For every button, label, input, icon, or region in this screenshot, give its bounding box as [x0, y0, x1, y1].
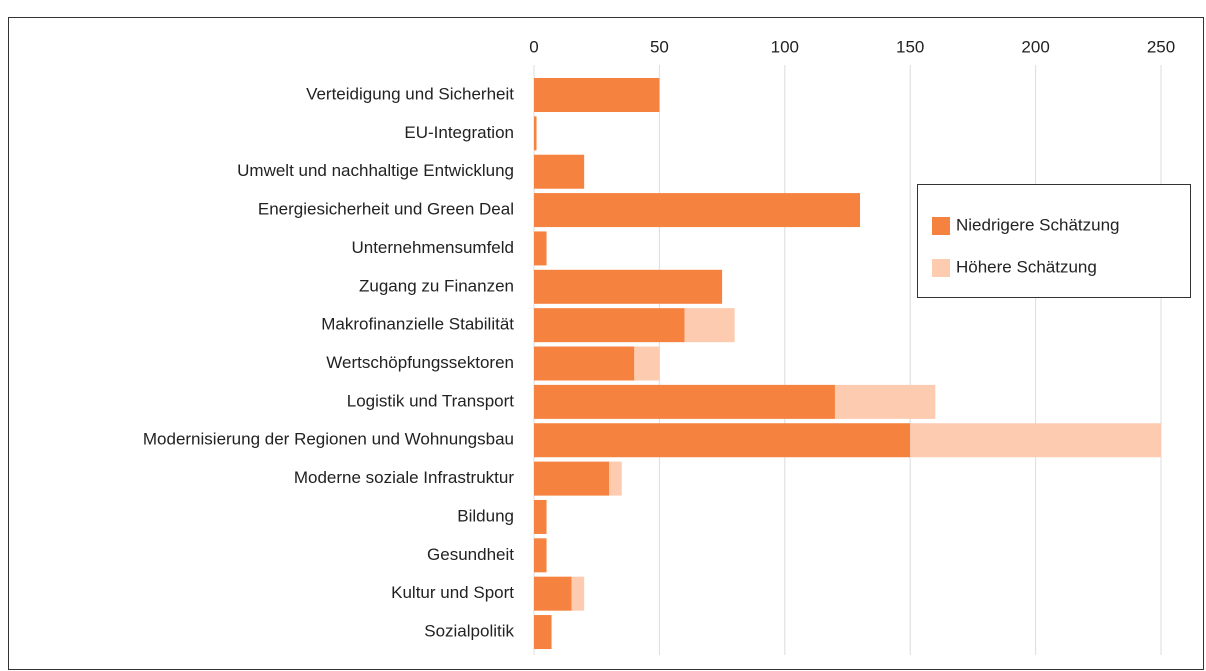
- legend-box: [917, 184, 1191, 298]
- legend-label: Niedrigere Schätzung: [956, 215, 1119, 234]
- bar: [534, 78, 660, 112]
- y-tick-label: Verteidigung und Sicherheit: [306, 84, 514, 103]
- bar: [534, 538, 547, 573]
- legend-swatch: [932, 217, 950, 235]
- bar: [534, 116, 537, 151]
- bar: [534, 231, 547, 266]
- y-tick-label: Sozialpolitik: [424, 622, 514, 641]
- y-tick-label: Kultur und Sport: [391, 583, 514, 602]
- y-tick-label: Wertschöpfungssektoren: [326, 353, 514, 372]
- y-tick-label: Unternehmensumfeld: [351, 238, 514, 257]
- y-tick-label: EU-Integration: [404, 123, 514, 142]
- y-tick-label: Logistik und Transport: [347, 391, 515, 410]
- y-tick-label: Moderne soziale Infrastruktur: [294, 468, 514, 487]
- y-tick-label: Makrofinanzielle Stabilität: [321, 315, 514, 334]
- bar: [534, 346, 635, 381]
- legend-swatch: [932, 259, 950, 277]
- y-tick-label: Zugang zu Finanzen: [359, 276, 514, 295]
- y-tick-label: Umwelt und nachhaltige Entwicklung: [237, 161, 514, 180]
- x-tick-label: 250: [1147, 37, 1175, 56]
- bar: [609, 461, 622, 496]
- x-tick-label: 0: [529, 37, 538, 56]
- x-tick-label: 100: [771, 37, 799, 56]
- bar: [534, 576, 572, 611]
- bar: [684, 308, 735, 343]
- bar: [910, 423, 1161, 458]
- bar: [571, 576, 585, 611]
- legend-label: Höhere Schätzung: [956, 257, 1097, 276]
- bar: [834, 384, 936, 419]
- bar: [534, 269, 723, 304]
- bar: [534, 499, 547, 534]
- x-tick-label: 150: [896, 37, 924, 56]
- bar: [534, 423, 911, 458]
- y-tick-label: Gesundheit: [427, 545, 514, 564]
- x-tick-label: 200: [1021, 37, 1049, 56]
- bar: [534, 615, 552, 650]
- bar: [534, 384, 835, 419]
- x-tick-label: 50: [650, 37, 669, 56]
- bar: [634, 346, 660, 381]
- bar: [534, 308, 685, 343]
- frame: [8, 17, 1204, 670]
- y-tick-label: Modernisierung der Regionen und Wohnungs…: [143, 430, 514, 449]
- bar: [534, 193, 861, 228]
- bar: [534, 154, 585, 189]
- y-tick-label: Bildung: [457, 506, 514, 525]
- y-tick-label: Energiesicherheit und Green Deal: [258, 200, 514, 219]
- bar: [534, 461, 610, 496]
